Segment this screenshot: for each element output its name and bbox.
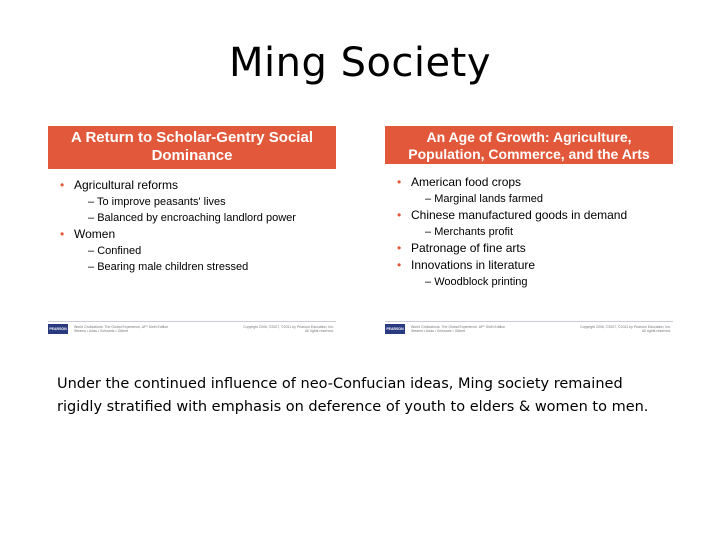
publisher-logo: PEARSON — [385, 324, 405, 334]
publisher-logo: PEARSON — [48, 324, 68, 334]
footer-authors: Stearns • Adas • Schwartz • Gilbert — [74, 329, 129, 333]
sub-bullet-item: Bearing male children stressed — [60, 259, 336, 275]
footer-book-info: World Civilizations: The Global Experien… — [411, 325, 580, 334]
sub-bullet-item: Confined — [60, 243, 336, 259]
sub-bullet-item: To improve peasants' lives — [60, 194, 336, 210]
footer-book-info: World Civilizations: The Global Experien… — [74, 325, 243, 334]
left-slide-header: A Return to Scholar-Gentry Social Domina… — [48, 126, 336, 169]
footer-copyright: Copyright 2006, ©2007, ©2011 by Pearson … — [580, 325, 673, 334]
slide-title: Ming Society — [228, 40, 491, 86]
footer-copyright-line-2: All rights reserved. — [305, 329, 334, 333]
left-slide-title-line-1: A Return to Scholar-Gentry Social — [71, 129, 313, 146]
bullet-item: Patronage of fine arts — [397, 240, 673, 257]
sub-bullet-item: Marginal lands farmed — [397, 191, 673, 207]
footer-copyright-line-2: All rights reserved. — [642, 329, 671, 333]
right-slide-title-line-2: Population, Commerce, and the Arts — [408, 145, 650, 162]
right-slide-title-line-1: An Age of Growth: Agriculture, — [426, 129, 632, 145]
bullet-item: Agricultural reforms — [60, 177, 336, 194]
left-slide-title-line-2: Dominance — [151, 147, 233, 164]
right-slide-header: An Age of Growth: Agriculture, Populatio… — [385, 126, 673, 164]
left-slide-thumbnail: A Return to Scholar-Gentry Social Domina… — [48, 126, 336, 336]
footer-copyright: Copyright 2006, ©2007, ©2011 by Pearson … — [243, 325, 336, 334]
left-slide-footer: PEARSON World Civilizations: The Global … — [48, 321, 336, 336]
bullet-item: Women — [60, 226, 336, 243]
caption-line-2: rigidly stratified with emphasis on defe… — [57, 399, 649, 415]
footer-book-title: World Civilizations: The Global Experien… — [74, 324, 169, 329]
right-slide-footer: PEARSON World Civilizations: The Global … — [385, 321, 673, 336]
sub-bullet-item: Merchants profit — [397, 224, 673, 240]
footer-copyright-line-1: Copyright 2006, ©2007, ©2011 by Pearson … — [243, 324, 334, 329]
bullet-item: Innovations in literature — [397, 257, 673, 274]
bullet-item: American food crops — [397, 174, 673, 191]
footer-book-title: World Civilizations: The Global Experien… — [411, 324, 506, 329]
footer-copyright-line-1: Copyright 2006, ©2007, ©2011 by Pearson … — [580, 324, 671, 329]
right-bullet-list: American food crops Marginal lands farme… — [385, 164, 673, 290]
right-slide-thumbnail: An Age of Growth: Agriculture, Populatio… — [385, 126, 673, 336]
left-bullet-list: Agricultural reforms To improve peasants… — [48, 169, 336, 275]
sub-bullet-item: Balanced by encroaching landlord power — [60, 210, 336, 226]
footer-authors: Stearns • Adas • Schwartz • Gilbert — [411, 329, 466, 333]
caption-line-1: Under the continued influence of neo-Con… — [57, 376, 623, 392]
sub-bullet-item: Woodblock printing — [397, 274, 673, 290]
slide-caption: Under the continued influence of neo-Con… — [57, 373, 677, 419]
bullet-item: Chinese manufactured goods in demand — [397, 207, 673, 224]
